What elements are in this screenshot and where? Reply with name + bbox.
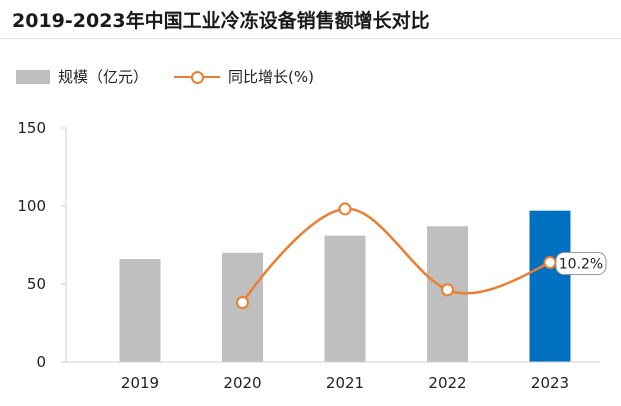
bar-2019 [119,259,161,362]
legend-label-line: 同比增长(%) [228,68,314,86]
growth-point-2023 [543,256,557,270]
growth-point-2021 [338,202,352,216]
y-tick-label: 100 [17,197,46,215]
legend-label-bar: 规模（亿元） [58,68,149,86]
x-tick-label: 2021 [326,374,364,392]
chart-title: 2019-2023年中国工业冷冻设备销售额增长对比 [12,10,430,32]
legend-swatch-line [174,69,221,85]
legend-item-bar: 规模（亿元） [16,66,148,87]
y-tick-label: 50 [27,275,46,293]
title-divider [0,38,621,39]
y-tick-label: 150 [17,119,46,137]
bar-2021 [324,235,366,362]
data-label-text: 10.2% [559,257,603,273]
legend-swatch-bar [16,69,50,84]
growth-point-2022 [441,283,454,297]
data-label-2023: 10.2% [555,252,607,276]
data-label-box [555,252,607,276]
legend-item-line: 同比增长(%) [174,66,314,87]
x-tick-label: 2019 [121,374,159,392]
growth-point-2020 [236,296,249,310]
bar-2023 [529,210,571,362]
x-tick-label: 2020 [223,374,261,392]
y-tick-label: 0 [36,353,46,371]
legend: 规模（亿元） 同比增长(%) [16,66,340,87]
x-tick-label: 2022 [428,374,466,392]
x-tick-label: 2023 [531,374,569,392]
growth-line [241,207,551,304]
